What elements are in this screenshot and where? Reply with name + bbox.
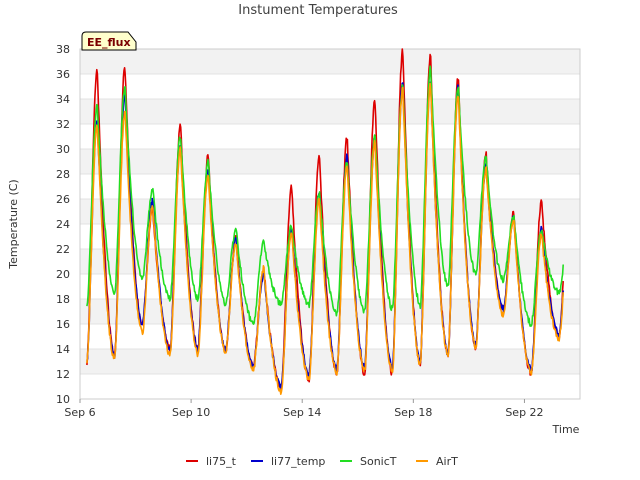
y-tick-label: 28 <box>56 168 70 181</box>
x-tick-label: Sep 22 <box>505 406 543 419</box>
x-axis-label: Time <box>552 423 580 436</box>
y-tick-label: 10 <box>56 393 70 406</box>
legend-label: li77_temp <box>271 455 325 468</box>
y-tick-label: 16 <box>56 318 70 331</box>
x-tick-label: Sep 6 <box>64 406 95 419</box>
grid-band <box>80 349 580 374</box>
y-tick-label: 24 <box>56 218 70 231</box>
chart-title: Instument Temperatures <box>238 3 398 18</box>
grid-band <box>80 199 580 224</box>
series-line-airt <box>86 82 564 395</box>
x-tick-label: Sep 18 <box>394 406 432 419</box>
y-tick-label: 22 <box>56 243 70 256</box>
x-tick-label: Sep 10 <box>172 406 210 419</box>
y-axis-label: Temperature (C) <box>7 179 20 269</box>
y-tick-label: 14 <box>56 343 70 356</box>
legend-label: SonicT <box>360 455 397 468</box>
y-tick-label: 12 <box>56 368 70 381</box>
y-tick-label: 30 <box>56 143 70 156</box>
grid-band <box>80 149 580 174</box>
site-badge-shape <box>81 31 137 51</box>
x-tick-labels: Sep 6 Sep 10 Sep 14 Sep 18 Sep 22 <box>64 399 544 419</box>
y-tick-label: 26 <box>56 193 70 206</box>
grid-band <box>80 49 580 74</box>
y-tick-label: 18 <box>56 293 70 306</box>
series-lines <box>86 48 564 395</box>
background-bands <box>80 49 580 374</box>
series-line-sonict <box>86 65 564 327</box>
site-badge: EE_flux <box>81 31 137 51</box>
legend-label: AirT <box>436 455 458 468</box>
legend: li75_t li77_temp SonicT AirT <box>186 455 458 468</box>
y-tick-label: 32 <box>56 118 70 131</box>
legend-label: li75_t <box>206 455 237 468</box>
x-tick-label: Sep 14 <box>283 406 321 419</box>
y-tick-label: 38 <box>56 43 70 56</box>
site-label: EE_flux <box>87 36 131 49</box>
y-tick-label: 20 <box>56 268 70 281</box>
y-tick-labels: 10 12 14 16 18 20 22 24 26 28 30 32 34 36 38 <box>56 43 70 406</box>
plot-frame <box>79 48 581 400</box>
grid-band <box>80 99 580 124</box>
y-tick-label: 34 <box>56 93 70 106</box>
y-tick-label: 36 <box>56 68 70 81</box>
